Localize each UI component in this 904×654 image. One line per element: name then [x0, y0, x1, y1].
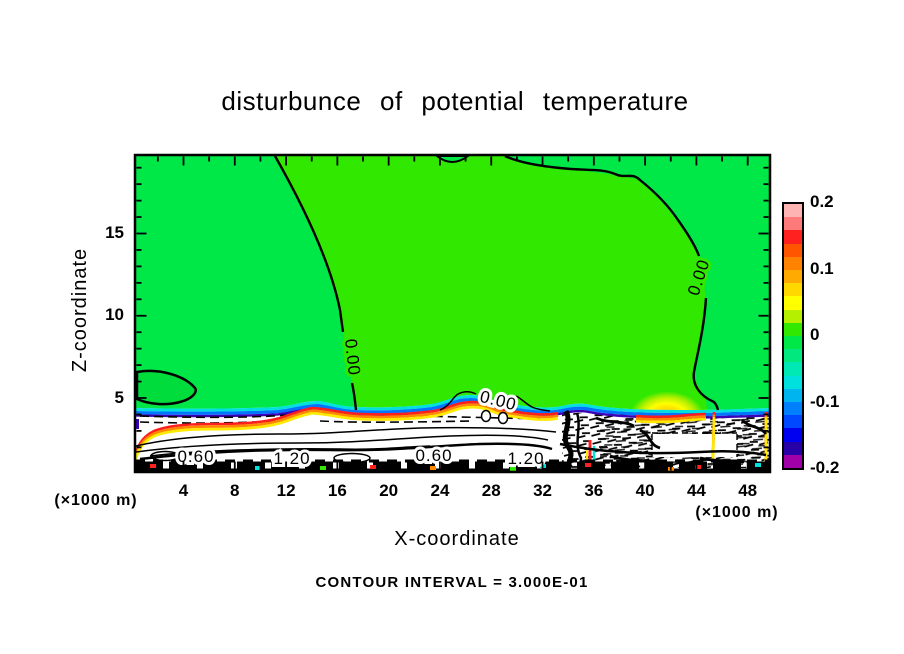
colorbar-band — [784, 204, 802, 218]
colorbar-tick-label: 0 — [810, 325, 820, 344]
x-tick-label: 44 — [686, 481, 706, 500]
x-tick-label: 4 — [178, 481, 189, 500]
x-tick-label: 12 — [276, 481, 296, 500]
plot-area: 0.000.000.000.60 1.20 0.60 1.20 — [135, 155, 770, 472]
transition-band-orange — [135, 403, 768, 463]
transition-band-cyan — [135, 395, 770, 414]
small-contour-loop — [480, 409, 492, 423]
x-tick-label: 32 — [533, 481, 552, 500]
colorbar-band — [784, 441, 802, 455]
colorbar-band — [784, 322, 802, 337]
y-tick-label: 5 — [114, 387, 124, 407]
colorbar-band — [784, 283, 802, 297]
bottom-strip-base — [135, 468, 770, 472]
colorbar-band — [784, 415, 802, 429]
transition-band-blue — [135, 398, 770, 417]
colorbar-tick-label: 0.2 — [810, 192, 834, 211]
x-tick-label: 20 — [379, 481, 399, 500]
zero-contour-left — [273, 155, 358, 411]
vertical-contour-cluster-2 — [575, 412, 583, 469]
plot-border — [133, 153, 772, 474]
contour-labels: 0.000.000.000.60 1.20 0.60 1.20 — [174, 254, 716, 471]
colorbar-band — [784, 349, 802, 363]
small-contour-loop — [497, 411, 509, 425]
hatch-hole-border — [651, 432, 738, 457]
leaf-patch — [135, 369, 197, 406]
colorbar-band — [784, 336, 802, 350]
colorbar-band — [784, 217, 802, 231]
contour-value-label: 0.60 — [415, 446, 452, 465]
colorbar-band — [784, 296, 802, 310]
colorbar-band — [784, 388, 802, 403]
colorbar-tick-label: 0.1 — [810, 258, 834, 278]
x-tick-label: 40 — [635, 481, 655, 500]
x-tick-label: 16 — [327, 481, 347, 500]
colorbar-band — [784, 362, 802, 376]
x-tick-label: 48 — [738, 481, 758, 500]
axis-ticks — [136, 156, 769, 471]
x-axis-title: X-coordinate — [394, 528, 520, 550]
colorbar-band — [784, 270, 802, 284]
zero-contour-right — [504, 155, 720, 411]
colorbar-band — [784, 256, 802, 271]
contour-value-label: 0.00 — [341, 338, 364, 377]
colorbar-band — [784, 454, 802, 469]
x-tick-label: 8 — [230, 481, 240, 500]
y-tick-label: 10 — [105, 305, 124, 325]
x-tick-label: 36 — [584, 481, 604, 500]
colorbar-band — [784, 309, 802, 323]
transition-band-red — [135, 400, 768, 460]
colorbar-band — [784, 230, 802, 244]
contour-interval-note: CONTOUR INTERVAL = 3.000E-01 — [315, 574, 589, 591]
contour-value-label: 1.20 — [273, 449, 310, 468]
colorbar-tick-label: -0.1 — [810, 391, 840, 411]
y-tick-label: 15 — [105, 223, 124, 242]
colorbar-band — [784, 243, 802, 257]
left-edge-purple — [135, 419, 139, 429]
contour-value-label: 1.20 — [507, 449, 544, 468]
transition-band-yellow — [135, 405, 768, 466]
y-axis-unit-label: (×1000 m) — [54, 492, 138, 509]
x-axis-unit-label: (×1000 m) — [695, 504, 779, 521]
contour-value-label: 0.60 — [177, 447, 214, 466]
small-contour-loop — [150, 450, 180, 462]
colorbar — [782, 202, 804, 470]
hatch-squiggles — [595, 416, 768, 464]
colorbar-band — [784, 375, 802, 389]
x-tick-label: 28 — [481, 481, 501, 500]
field-positive-green — [275, 156, 707, 410]
colorbar-tick-label: -0.2 — [810, 458, 840, 477]
colorbar-band — [784, 402, 802, 416]
chart-title: disturbunce of potential temperature — [221, 86, 689, 116]
boundary-layer-contours-bold — [139, 442, 767, 461]
x-tick-label: 24 — [430, 481, 450, 500]
colorbar-band — [784, 428, 802, 442]
